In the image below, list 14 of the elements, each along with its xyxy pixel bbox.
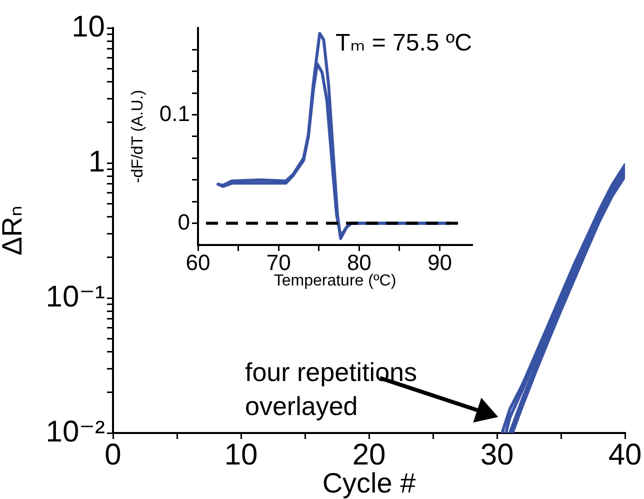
- x-tick-label: 90: [428, 250, 452, 276]
- y-tick-label: 10: [72, 10, 105, 44]
- y-tick-label: 0.1: [159, 100, 190, 126]
- x-tick-label: 10: [224, 438, 258, 472]
- annotation: four repetitions overlayed: [245, 356, 418, 423]
- x-tick-label: 30: [480, 438, 514, 472]
- annotation: Tₘ = 75.5 ºC: [336, 30, 472, 57]
- x-tick-label: 40: [608, 438, 642, 472]
- x-tick-label: 60: [186, 250, 210, 276]
- y-tick-label: 1: [88, 145, 105, 178]
- y-tick-label: 10⁻²: [46, 415, 105, 448]
- y-tick-label: 10⁻¹: [46, 280, 105, 314]
- y-axis-title: ΔRₙ: [0, 205, 28, 256]
- y-axis-title: -dF/dT (A.U.): [129, 90, 146, 184]
